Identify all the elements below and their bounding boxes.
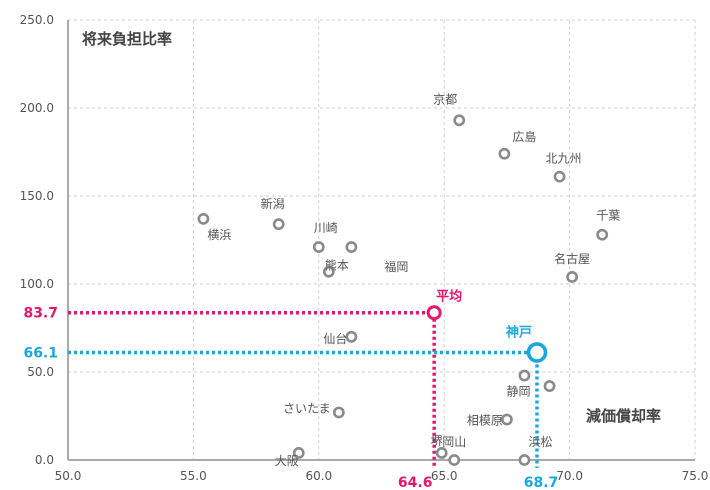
point-京都 [453, 114, 466, 127]
point-label-相模原: 相模原 [467, 414, 503, 428]
highlight-平均 [426, 305, 442, 321]
point-新潟2 [543, 380, 556, 392]
highlight-y-value-平均: 83.7 [23, 306, 58, 322]
grid [68, 19, 696, 460]
highlight-label-平均: 平均 [436, 289, 462, 305]
tick-labels: 50.0 55.0 60.0 65.0 70.0 75.00.050.0100.0150.… [20, 13, 709, 483]
y-tick-label: 150.0 [20, 189, 54, 203]
point-名古屋 [566, 271, 579, 283]
point-label-広島: 広島 [512, 129, 536, 144]
point-堺 [435, 447, 448, 459]
x-tick-label: 60.0 [305, 469, 332, 483]
point-label-北九州: 北九州 [546, 152, 582, 166]
x-tick-label: 55.0 [180, 469, 207, 483]
point-label-横浜: 横浜 [207, 228, 231, 242]
highlight-神戸 [526, 342, 548, 363]
point-label-京都: 京都 [433, 92, 457, 106]
point-熊本 [322, 265, 335, 278]
point-仙台 [345, 330, 358, 343]
point-label-堺: 堺 [431, 434, 443, 448]
point-label-大阪: 大阪 [275, 454, 299, 468]
highlight-points: 平均 83.7 64.6 神戸 66.1 68.7 [23, 289, 558, 490]
x-tick-label: 75.0 [682, 469, 709, 483]
point-北九州 [553, 170, 566, 183]
point-川崎 [312, 241, 325, 253]
highlight-x-value-平均: 64.6 [398, 475, 433, 490]
x-tick-label: 70.0 [556, 469, 583, 483]
point-岡山 [448, 454, 461, 466]
point-千葉 [596, 228, 609, 241]
point-label-静岡: 静岡 [506, 385, 530, 399]
point-新潟 [272, 218, 285, 231]
data-points [197, 114, 609, 466]
point-広島 [498, 147, 511, 160]
highlight-x-value-神戸: 68.7 [524, 475, 559, 490]
point-label-熊本: 熊本 [325, 258, 349, 273]
x-axis-corner-label: 減価償却率 [586, 407, 661, 425]
point-label-福岡: 福岡 [384, 259, 408, 274]
point-静岡 [518, 369, 531, 382]
y-tick-label: 50.0 [27, 365, 54, 379]
point-label-川崎: 川崎 [314, 221, 338, 235]
point-横浜 [197, 212, 210, 225]
y-tick-label: 250.0 [20, 13, 54, 27]
guide-lines [68, 310, 539, 468]
point-label-さいたま: さいたま [283, 401, 331, 415]
x-tick-label: 65.0 [431, 469, 458, 483]
point-label-新潟: 新潟 [261, 196, 285, 211]
point-相模原 [500, 413, 513, 426]
point-label-仙台: 仙台 [323, 331, 347, 346]
y-tick-label: 100.0 [20, 277, 54, 291]
point-label-名古屋: 名古屋 [554, 251, 590, 266]
highlight-y-value-神戸: 66.1 [23, 345, 58, 361]
point-浜松 [518, 454, 531, 466]
point-label-岡山: 岡山 [442, 435, 466, 449]
point-福岡 [345, 241, 358, 253]
y-axis-corner-label: 将来負担比率 [82, 30, 172, 48]
point-label-浜松: 浜松 [528, 435, 552, 449]
point-大阪 [292, 447, 305, 459]
y-tick-label: 200.0 [20, 101, 54, 115]
y-tick-label: 0.0 [35, 453, 54, 467]
point-label-千葉: 千葉 [596, 209, 620, 223]
highlight-label-神戸: 神戸 [506, 324, 532, 340]
x-tick-label: 50.0 [55, 469, 82, 483]
point-さいたま [332, 406, 345, 419]
axes [67, 20, 695, 461]
